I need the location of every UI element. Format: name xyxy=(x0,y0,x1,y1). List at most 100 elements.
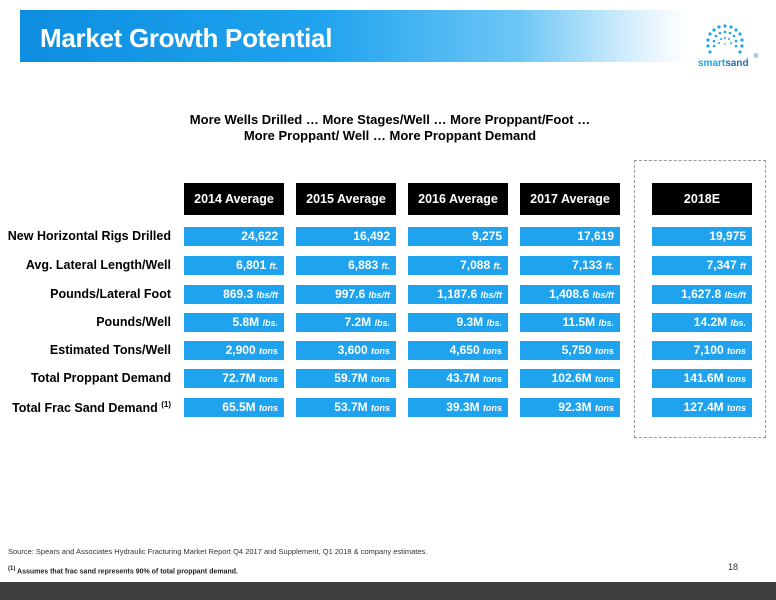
table-cell: 72.7M tons xyxy=(184,369,284,388)
cell-unit: lbs. xyxy=(262,318,278,328)
row-label-estimated-tons-well: Estimated Tons/Well xyxy=(0,343,171,357)
table-cell: 1,627.8 lbs/ft xyxy=(652,285,752,304)
cell-unit: lbs/ft xyxy=(480,290,503,300)
cell-value: 6,883 xyxy=(348,258,379,272)
subtitle-line-1: More Wells Drilled … More Stages/Well … … xyxy=(189,112,591,127)
column-header-2014-average: 2014 Average xyxy=(184,183,284,215)
cell-unit: tons xyxy=(727,374,746,384)
cell-unit: tons xyxy=(595,374,614,384)
table-cell: 92.3M tons xyxy=(520,398,620,417)
cell-unit: ft. xyxy=(493,261,503,271)
page-title: Market Growth Potential xyxy=(40,23,333,53)
cell-value: 9,275 xyxy=(471,229,502,243)
cell-unit: tons xyxy=(371,374,390,384)
estimate-highlight-box xyxy=(634,160,766,438)
cell-value: 11.5M xyxy=(562,315,596,329)
cell-value: 1,187.6 xyxy=(437,287,478,301)
table-cell: 59.7M tons xyxy=(296,369,396,388)
table-cell: 4,650 tons xyxy=(408,341,508,360)
table-cell: 5,750 tons xyxy=(520,341,620,360)
cell-unit: lbs. xyxy=(730,318,746,328)
table-cell: 53.7M tons xyxy=(296,398,396,417)
cell-value: 59.7M xyxy=(334,371,368,385)
cell-value: 14.2M xyxy=(693,315,728,329)
table-cell: 7,133 ft. xyxy=(520,256,620,275)
cell-value: 2,900 xyxy=(225,343,256,357)
table-cell: 9.3M lbs. xyxy=(408,313,508,332)
column-header-2017-average: 2017 Average xyxy=(520,183,620,215)
logo-wordmark: smartsand xyxy=(698,58,749,69)
table-cell: 869.3 lbs/ft xyxy=(184,285,284,304)
table-cell: 39.3M tons xyxy=(408,398,508,417)
table-cell: 7,088 ft. xyxy=(408,256,508,275)
row-label-total-proppant-demand: Total Proppant Demand xyxy=(0,371,171,385)
cell-unit: tons xyxy=(371,346,390,356)
table-cell: 127.4M tons xyxy=(652,398,752,417)
slide-subtitle: More Wells Drilled … More Stages/Well … … xyxy=(120,112,660,144)
cell-value: 72.7M xyxy=(222,371,256,385)
cell-unit: ft xyxy=(740,261,746,271)
row-label-text: Total Frac Sand Demand xyxy=(12,401,158,416)
table-cell: 19,975 xyxy=(652,227,752,246)
cell-value: 43.7M xyxy=(446,371,480,385)
table-cell: 1,187.6 lbs/ft xyxy=(408,285,508,304)
cell-value: 9.3M xyxy=(456,315,484,329)
table-cell: 1,408.6 lbs/ft xyxy=(520,285,620,304)
row-label-text: New Horizontal Rigs Drilled xyxy=(7,229,171,243)
table-cell: 5.8M lbs. xyxy=(184,313,284,332)
row-label-text: Estimated Tons/Well xyxy=(49,343,171,357)
cell-value: 5.8M xyxy=(232,315,260,329)
cell-value: 7.2M xyxy=(344,315,372,329)
logo-trademark: ® xyxy=(754,54,759,60)
cell-value: 997.6 xyxy=(335,287,366,301)
cell-unit: lbs. xyxy=(598,318,614,328)
row-label-text: Total Proppant Demand xyxy=(30,371,171,385)
table-cell: 24,622 xyxy=(184,227,284,246)
cell-value: 92.3M xyxy=(558,400,592,414)
table-cell: 16,492 xyxy=(296,227,396,246)
cell-value: 17,619 xyxy=(577,229,614,243)
row-label-avg-lateral-length-well: Avg. Lateral Length/Well xyxy=(0,258,171,272)
table-cell: 997.6 lbs/ft xyxy=(296,285,396,304)
row-label-total-frac-sand-demand: Total Frac Sand Demand (1) xyxy=(0,400,171,415)
cell-unit: tons xyxy=(259,374,278,384)
cell-unit: lbs/ft xyxy=(256,290,279,300)
table-cell: 3,600 tons xyxy=(296,341,396,360)
row-label-text: Pounds/Lateral Foot xyxy=(50,287,171,301)
table-cell: 11.5M lbs. xyxy=(520,313,620,332)
row-label-new-horizontal-rigs-drilled: New Horizontal Rigs Drilled xyxy=(0,229,171,243)
cell-value: 19,975 xyxy=(709,229,746,243)
cell-value: 7,088 xyxy=(460,258,491,272)
cell-unit: lbs. xyxy=(486,318,502,328)
cell-unit: tons xyxy=(483,403,502,413)
cell-value: 24,622 xyxy=(241,229,278,243)
bottom-bar xyxy=(0,582,776,600)
cell-value: 102.6M xyxy=(551,371,592,385)
cell-unit: ft. xyxy=(381,261,391,271)
column-header-2018e: 2018E xyxy=(652,183,752,215)
cell-value: 53.7M xyxy=(334,400,368,414)
cell-value: 6,801 xyxy=(236,258,267,272)
row-label-pounds-lateral-foot: Pounds/Lateral Foot xyxy=(0,287,171,301)
cell-value: 127.4M xyxy=(683,400,724,414)
cell-value: 65.5M xyxy=(222,400,256,414)
table-cell: 65.5M tons xyxy=(184,398,284,417)
footnote: (1) Assumes that frac sand represents 90… xyxy=(8,566,238,575)
cell-value: 7,100 xyxy=(693,343,724,357)
table-cell: 7,347 ft xyxy=(652,256,752,275)
cell-value: 3,600 xyxy=(337,343,368,357)
cell-unit: ft. xyxy=(605,261,615,271)
cell-unit: tons xyxy=(595,403,614,413)
cell-unit: tons xyxy=(371,403,390,413)
subtitle-line-2: More Proppant/ Well … More Proppant Dema… xyxy=(243,128,537,143)
row-label-text: Avg. Lateral Length/Well xyxy=(25,258,171,272)
row-label-pounds-well: Pounds/Well xyxy=(0,315,171,329)
table-cell: 6,883 ft. xyxy=(296,256,396,275)
table-cell: 7,100 tons xyxy=(652,341,752,360)
cell-unit: tons xyxy=(259,403,278,413)
title-banner: Market Growth Potential xyxy=(20,10,685,62)
cell-unit: tons xyxy=(483,374,502,384)
cell-value: 7,133 xyxy=(572,258,603,272)
table-cell: 17,619 xyxy=(520,227,620,246)
cell-unit: ft. xyxy=(269,261,279,271)
